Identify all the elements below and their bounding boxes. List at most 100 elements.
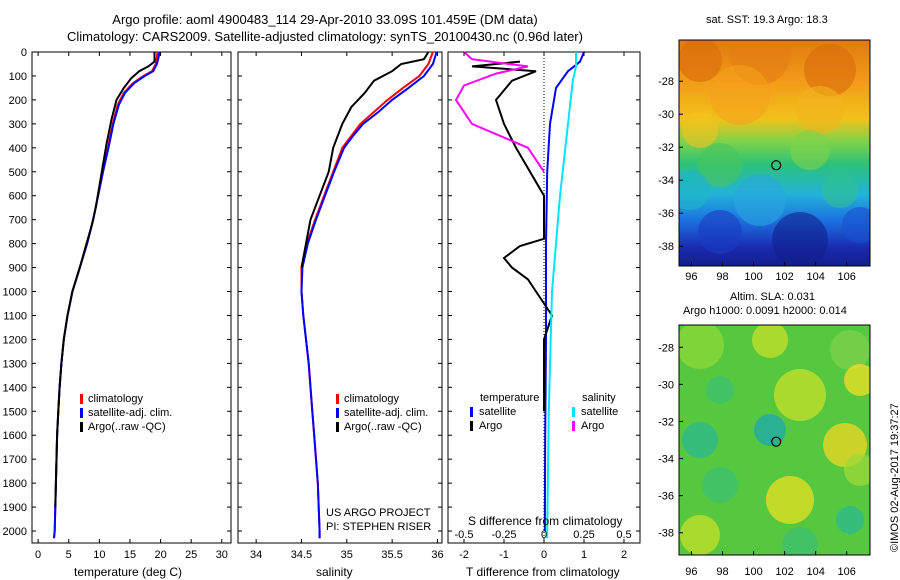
legend-swatch-argo-salinity [572,421,575,432]
depth-tick-label: 900 [9,263,27,275]
depth-tick-label: 200 [9,95,27,107]
legend-title: temperature [480,392,540,404]
legend-item-t-satellite: satellite [470,405,539,419]
sla-texture-blob [836,506,864,534]
legend-swatch-satellite [80,408,83,419]
maps-layer [679,40,870,555]
depth-tick-label: 1200 [3,334,27,346]
legend-label: satellite [581,406,619,418]
sst-texture-blob [790,130,830,170]
sst-map-y-tick-label: -32 [658,142,674,154]
sla-map-x-tick-label: 102 [775,566,793,578]
depth-tick-label: 1000 [3,287,27,299]
sal-xlabel: salinity [316,565,353,579]
diff-s-x-tick-label: 0.5 [616,529,631,541]
depth-tick-label: 1500 [3,406,27,418]
depth-tick-label: 700 [9,215,27,227]
temperature-plot-frame [31,51,232,544]
depth-tick-label: 1800 [3,478,27,490]
legend-title: salinity [582,392,616,404]
legend-swatch-climatology [336,394,339,405]
sst-texture-blob [698,143,742,187]
diff-legend-salinity: salinity satellite Argo [572,391,618,433]
sla-texture-blob [706,376,734,404]
depth-tick-label: 100 [9,71,27,83]
sal-x-tick-label: 35 [341,549,353,561]
sla-texture-blob [782,527,818,555]
sst-map-float-marker [771,160,782,171]
sla-map-x-tick-label: 100 [744,566,762,578]
legend-swatch-climatology [80,394,83,405]
sal-x-tick-label: 34.5 [291,549,312,561]
temp-x-tick-label: 10 [93,549,105,561]
project-annotation: US ARGO PROJECT PI: STEPHEN RISER [326,506,431,534]
depth-tick-label: 1100 [3,310,27,322]
depth-tick-label: 1600 [3,430,27,442]
legend-item-argo: Argo(..raw -QC) [336,420,428,434]
sla-texture-blob [830,330,870,370]
sst-map-y-tick-label: -36 [658,208,674,220]
sst-texture-blob [796,86,844,134]
sla-texture-blob [752,325,788,358]
diff-t-x-tick-label: 1 [581,549,587,561]
temp-xlabel: temperature (deg C) [74,565,183,579]
sla-texture-blob [682,422,718,458]
temp-x-tick-label: 15 [124,549,136,561]
diff-s-series-line [454,51,545,173]
sla-map-y-tick-label: -30 [658,379,674,391]
axes-layer: 0100200300400500600700800900100011001200… [3,39,871,578]
temp-series-line [53,51,161,539]
legend-label: climatology [344,393,400,405]
sst-map-x-tick-label: 98 [716,271,728,283]
sst-texture-blob [804,44,856,96]
temp-x-tick-label: 0 [35,549,41,561]
sla-map-y-tick-label: -28 [658,342,674,354]
sla-texture-blob [774,369,826,421]
sla-map-title-line2: Argo h1000: 0.0091 h2000: 0.014 [683,305,847,317]
sst-map-x-tick-label: 104 [806,271,824,283]
sla-texture-blob [680,515,720,555]
sst-map-x-tick-label: 100 [744,271,762,283]
diff-s-xlabel: S difference from climatology [468,514,623,528]
depth-tick-label: 1700 [3,454,27,466]
sst-texture-blob [710,65,770,125]
legend-swatch-satellite [470,407,473,418]
sla-map-x-tick-label: 96 [685,566,697,578]
sst-map-x-tick-label: 106 [838,271,856,283]
legend-swatch-argo [470,421,473,432]
diff-t-x-tick-label: -1 [499,549,509,561]
sst-texture-blob [679,40,722,82]
sst-texture-blob [822,172,858,208]
sla-map-title-line1: Altim. SLA: 0.031 [730,291,815,303]
depth-tick-label: 800 [9,239,27,251]
legend-label: Argo [581,420,605,432]
sla-map-y-tick-label: -34 [658,454,674,466]
sst-map-title: sat. SST: 19.3 Argo: 18.3 [706,14,828,26]
legend-label: Argo(..raw -QC) [88,421,166,433]
sla-texture-blob [844,364,870,396]
legend-swatch-argo [336,422,339,433]
diff-t-x-tick-label: -2 [459,549,469,561]
legend-item-satellite: satellite-adj. clim. [80,406,172,420]
sla-texture-blob [766,476,814,524]
sst-texture-blob [772,212,828,266]
sst-map-frame [678,39,871,267]
legend-item-satellite: satellite-adj. clim. [336,406,428,420]
legend-item-climatology: climatology [80,392,172,406]
diff-s-x-tick-label: -0.25 [491,529,516,541]
depth-tick-label: 500 [9,167,27,179]
sal-x-tick-label: 34 [250,549,262,561]
frames-layer [31,51,641,544]
sst-texture-blob [682,112,718,148]
sst-texture-blob [679,170,710,210]
legend-swatch-argo [80,422,83,433]
depth-tick-label: 400 [9,143,27,155]
legend-item-s-satellite: satellite [572,405,618,419]
depth-tick-label: 300 [9,119,27,131]
diff-s-x-tick-label: 0.25 [573,529,594,541]
temp-x-tick-label: 5 [66,549,72,561]
legend-label: climatology [88,393,144,405]
temp-x-tick-label: 30 [216,549,228,561]
legend-item-climatology: climatology [336,392,428,406]
